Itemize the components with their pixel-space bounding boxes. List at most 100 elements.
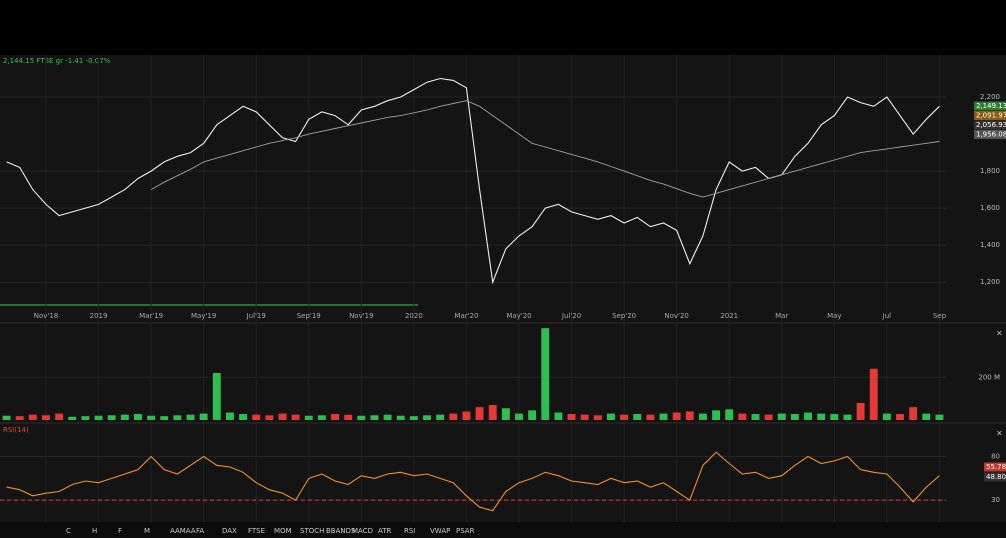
x-tick-label: Sep'19	[297, 312, 321, 320]
volume-bar	[672, 412, 681, 420]
volume-bar	[55, 413, 64, 420]
value-tag	[984, 462, 1006, 472]
x-tick-label: Nov'18	[34, 312, 59, 320]
volume-bar	[107, 415, 116, 420]
x-tick-label: May	[827, 312, 841, 320]
volume-bar	[173, 415, 182, 420]
volume-bar	[239, 414, 248, 420]
price-tag	[974, 111, 1006, 120]
value-tag-label: 48.80	[986, 473, 1006, 481]
x-tick-label: 2020	[405, 312, 423, 320]
volume-bar	[81, 416, 90, 420]
volume-bar	[278, 413, 287, 420]
x-tick-label: 2021	[720, 312, 738, 320]
volume-bar	[199, 413, 208, 420]
x-tick-label: Nov'20	[664, 312, 689, 320]
volume-bar	[659, 413, 668, 420]
volume-bar	[685, 411, 694, 420]
y-tick-label: 1,800	[980, 167, 1000, 175]
volume-bar	[593, 415, 602, 420]
toolbar-button[interactable]: M	[144, 527, 150, 535]
volume-bar	[436, 414, 445, 420]
price-tag-label: 2,056.93	[976, 121, 1006, 129]
y-tick-label: 30	[991, 496, 1000, 504]
volume-bar	[160, 416, 169, 420]
toolbar-button[interactable]: FA	[196, 527, 204, 535]
x-tick-label: May'19	[191, 312, 216, 320]
volume-bar	[252, 414, 261, 420]
panel-title: RSI(14)	[3, 426, 29, 434]
volume-bar	[265, 415, 274, 420]
close-button[interactable]: ×	[996, 429, 1003, 438]
volume-bar	[843, 414, 852, 420]
volume-bar	[896, 414, 904, 420]
toolbar-button[interactable]: F	[118, 527, 122, 535]
toolbar-button[interactable]: MOM	[274, 527, 292, 535]
volume-bar	[186, 414, 195, 420]
volume-bar	[370, 415, 379, 420]
toolbar-button[interactable]: MACD	[352, 527, 373, 535]
y-tick-label: 80	[991, 453, 1000, 461]
y-tick-label: 1,600	[980, 204, 1000, 212]
volume-bar	[396, 415, 405, 420]
volume-bar	[291, 414, 300, 420]
volume-bar	[120, 414, 129, 420]
volume-bar	[830, 414, 839, 420]
volume-bar	[488, 405, 497, 420]
volume-bar	[423, 415, 431, 420]
volume-bar	[607, 413, 615, 420]
volume-bar	[567, 414, 576, 420]
toolbar-button[interactable]: H	[92, 527, 97, 535]
volume-bar	[304, 415, 313, 420]
volume-bar	[646, 414, 655, 420]
quote: 2,144.15 FTSE gr -1.41 -0.07%	[3, 57, 111, 65]
value-tag	[984, 472, 1006, 482]
volume-bar	[738, 413, 747, 420]
volume-bar	[42, 415, 50, 420]
value-tag-label: 55.78	[986, 463, 1006, 471]
toolbar-button[interactable]: ATR	[378, 527, 392, 535]
toolbar-button[interactable]: BBANDS	[326, 527, 356, 535]
toolbar-button[interactable]: FTSE	[248, 527, 265, 535]
volume-bar	[28, 414, 37, 420]
close-button[interactable]: ×	[996, 329, 1003, 338]
volume-bar	[383, 414, 392, 420]
toolbar-button[interactable]: AAMAA	[170, 527, 196, 535]
volume-bar	[882, 413, 891, 420]
volume-bar	[554, 412, 563, 420]
volume-bar	[804, 412, 812, 420]
volume-bar	[764, 414, 773, 420]
toolbar-button[interactable]: C	[66, 527, 71, 535]
volume-bar	[462, 411, 471, 420]
volume-bar	[869, 368, 878, 420]
volume-bar	[501, 408, 510, 420]
x-tick-label: Nov'19	[349, 312, 374, 320]
y-tick-label: 1,200	[980, 278, 1000, 286]
volume-bar	[449, 413, 458, 420]
volume-bar	[541, 328, 550, 420]
volume-bar	[777, 413, 786, 420]
volume-bar	[856, 402, 865, 420]
volume-bar	[935, 414, 944, 420]
volume-bar	[317, 415, 326, 420]
series-line	[6, 451, 940, 512]
volume-bar	[2, 415, 11, 420]
toolbar-button[interactable]: DAX	[222, 527, 237, 535]
x-tick-label: Jul	[882, 312, 892, 320]
volume-bar	[357, 415, 366, 420]
price-tag-label: 1,956.08	[976, 131, 1006, 139]
toolbar-button[interactable]: VWAP	[430, 527, 450, 535]
volume-bar	[409, 416, 418, 420]
y-tick-label: 2,200	[980, 93, 1000, 101]
volume-bar	[134, 414, 142, 420]
toolbar	[0, 522, 1006, 538]
volume-bar	[751, 414, 760, 420]
toolbar-button[interactable]: STOCH	[300, 527, 324, 535]
volume-bar	[475, 407, 484, 420]
volume-bar	[790, 414, 799, 420]
toolbar-button[interactable]: RSI	[404, 527, 415, 535]
x-tick-label: May'20	[506, 312, 531, 320]
toolbar-button[interactable]: PSAR	[456, 527, 475, 535]
x-tick-label: Sep	[933, 312, 947, 320]
x-tick-label: Jul'19	[246, 312, 266, 320]
